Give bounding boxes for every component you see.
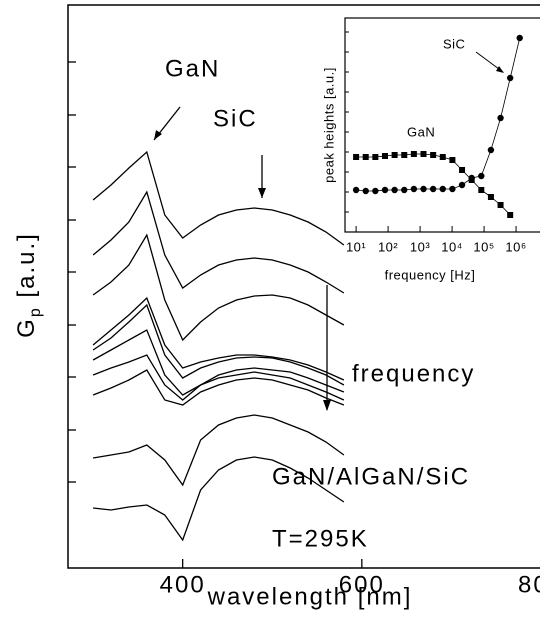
x-axis-label: wavelength [nm] [207,583,413,610]
marker [362,187,369,195]
marker [507,212,514,218]
annotation: frequency [352,360,475,387]
marker [372,154,379,160]
marker [468,174,475,182]
arrowhead [496,66,504,73]
marker [391,152,398,158]
marker [353,154,360,160]
y-label-main: G [13,317,40,338]
marker [439,185,446,193]
main-frame [67,4,540,569]
inset-x-label: frequency [Hz] [385,267,476,282]
curve [92,414,345,487]
curve [92,190,345,294]
y-label-rest: [a.u.] [13,232,40,306]
curve [92,329,345,396]
arrowhead [258,188,266,198]
curve [92,296,345,381]
marker [401,152,408,158]
marker [372,187,379,195]
x-tick-label: 10⁵ [473,239,494,254]
marker [478,187,485,193]
x-tick-label: 10⁶ [505,239,526,254]
curve [92,150,345,246]
marker [352,186,360,194]
annotation: T=295K [272,525,369,552]
annotation: GaN [165,55,220,82]
marker [391,186,398,194]
series-label: SiC [443,36,465,51]
curve [92,303,345,386]
y-label-sub: p [27,306,44,317]
marker [449,185,456,193]
marker [439,154,446,160]
curve [92,369,345,406]
arrowhead [154,130,162,140]
x-tick-label: 400 [160,571,206,598]
marker [381,186,389,194]
marker [420,151,427,157]
y-axis-label: Gp [a.u.] [13,232,44,338]
marker [458,181,466,189]
x-tick-label: 10¹ [346,239,366,254]
marker [381,153,388,159]
marker [497,202,504,208]
curve [92,233,345,342]
inset-frame [344,17,540,233]
marker [478,172,485,180]
marker [362,154,369,160]
marker [410,151,417,157]
marker [449,157,456,163]
x-tick-label: 800 [518,571,540,598]
marker [516,34,523,42]
marker [487,146,495,154]
x-tick-label: 10⁴ [441,239,463,254]
curve [93,456,345,542]
marker [410,185,418,193]
x-tick-label: 10³ [410,239,430,254]
arrowhead [323,400,331,411]
marker [497,114,504,122]
marker [430,152,437,158]
marker [429,185,437,193]
marker [459,167,466,173]
x-tick-label: 600 [339,571,385,598]
curve [92,354,345,401]
marker [506,74,514,82]
x-tick-label: 10² [378,239,398,254]
annotation: GaN/AlGaN/SiC [272,463,470,490]
series-label: GaN [407,124,435,139]
annotation: SiC [213,105,258,132]
inset-y-label: peak heights [a.u.] [321,67,336,183]
marker [487,194,494,200]
marker [401,186,408,194]
marker [420,185,427,193]
